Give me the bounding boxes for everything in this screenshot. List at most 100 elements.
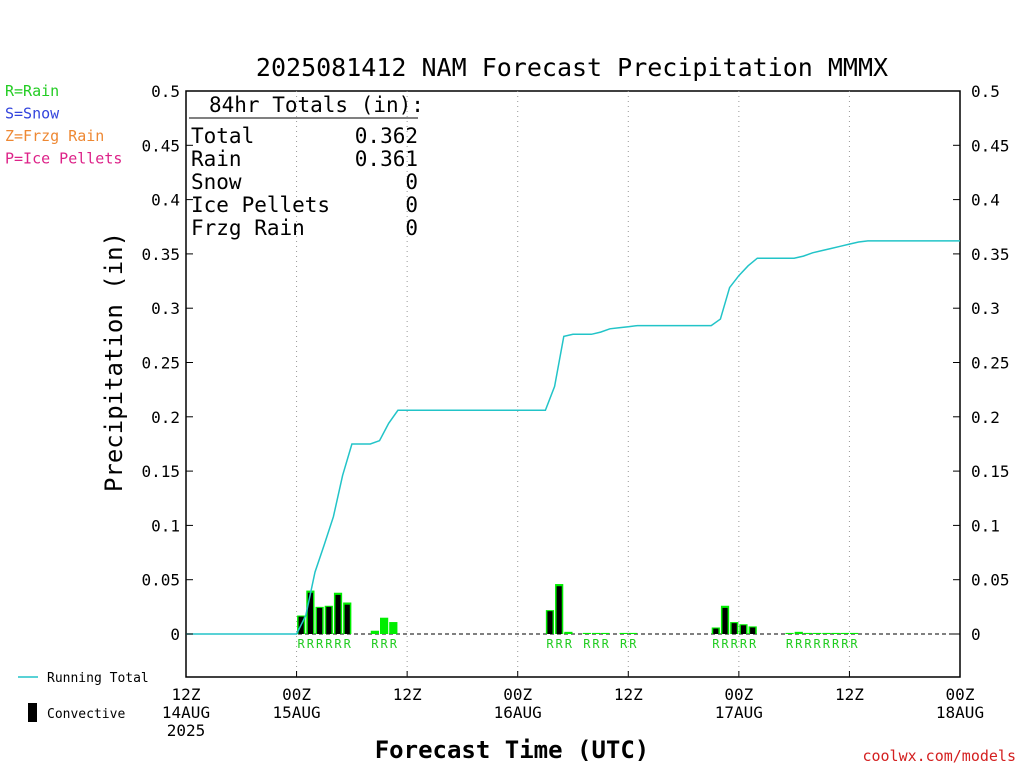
total-bar — [619, 632, 628, 634]
y-tick-label-right: 0.05 — [971, 571, 1010, 590]
total-bar — [813, 632, 822, 634]
precip-type-label: R — [298, 637, 306, 651]
x-axis-label: Forecast Time (UTC) — [375, 736, 650, 764]
y-tick-label-right: 0.3 — [971, 299, 1000, 318]
precip-type-label: R — [712, 637, 720, 651]
y-tick-label-right: 0.45 — [971, 136, 1010, 155]
total-bar — [582, 632, 591, 634]
total-bar — [389, 622, 398, 634]
precip-type-label: R — [307, 637, 315, 651]
y-tick-label-right: 0.25 — [971, 354, 1010, 373]
x-tick-label: 00Z — [503, 685, 532, 704]
totals-row-label: Frzg Rain — [191, 216, 305, 240]
credit-text: coolwx.com/models — [862, 747, 1016, 765]
precip-type-label: R — [583, 637, 591, 651]
convective-bar — [317, 607, 323, 634]
y-tick-label-left: 0.15 — [141, 462, 180, 481]
precip-type-label: R — [390, 637, 398, 651]
convective-bar — [307, 592, 313, 634]
totals-row-label: Total — [191, 124, 254, 148]
type-legend-entry: Z=Frzg Rain — [5, 127, 104, 145]
total-bar — [849, 632, 859, 634]
chart-title: 2025081412 NAM Forecast Precipitation MM… — [256, 53, 888, 82]
y-tick-label-left: 0.35 — [141, 245, 180, 264]
convective-bar — [722, 607, 728, 634]
precip-type-label: R — [344, 637, 352, 651]
x-tick-label: 12Z — [393, 685, 422, 704]
totals-row-value: 0.361 — [355, 147, 418, 171]
precip-type-label: R — [380, 637, 388, 651]
running-total-legend-label: Running Total — [47, 671, 149, 686]
precip-type-label: R — [832, 637, 840, 651]
type-legend-entry: R=Rain — [5, 82, 59, 100]
precip-type-label: R — [841, 637, 849, 651]
precip-type-label: R — [721, 637, 729, 651]
convective-legend-label: Convective — [47, 707, 125, 722]
precip-type-label: R — [556, 637, 564, 651]
totals-row-value: 0 — [405, 170, 418, 194]
y-tick-label-right: 0.1 — [971, 516, 1000, 535]
total-bar — [803, 632, 813, 634]
x-tick-label: 18AUG — [936, 703, 984, 722]
series-legend: Running Total Convective — [18, 671, 149, 722]
y-tick-label-left: 0 — [170, 625, 180, 644]
type-legend-entry: P=Ice Pellets — [5, 150, 122, 168]
convective-bar — [326, 606, 332, 634]
y-tick-label-right: 0.5 — [971, 82, 1000, 101]
convective-bar — [344, 604, 350, 634]
precip-type-label: R — [546, 637, 554, 651]
totals-row-label: Ice Pellets — [191, 193, 330, 217]
total-bar — [370, 630, 379, 634]
y-ticks-right: 0 0.05 0.1 0.15 0.2 0.25 0.3 0.35 0.4 0.45 0.5 — [953, 82, 1010, 644]
total-bar — [591, 632, 601, 634]
precip-type-label: R — [749, 637, 757, 651]
bars-group — [297, 584, 859, 634]
totals-heading: 84hr Totals (in): — [209, 93, 424, 117]
precip-type-label: R — [786, 637, 794, 651]
y-tick-label-left: 0.4 — [151, 191, 180, 210]
convective-bar — [740, 625, 747, 634]
convective-bar — [731, 623, 737, 634]
x-tick-label: 17AUG — [715, 703, 763, 722]
x-tick-label: 00Z — [946, 685, 975, 704]
grid-lines — [296, 91, 850, 677]
totals-box: 84hr Totals (in): Total 0.362 Rain 0.361 Snow… — [189, 93, 424, 240]
total-bar — [785, 632, 794, 634]
y-tick-label-right: 0.35 — [971, 245, 1010, 264]
precip-type-label: R — [731, 637, 739, 651]
plot-frame — [185, 90, 961, 678]
y-tick-label-right: 0.4 — [971, 191, 1000, 210]
y-axis-label: Precipitation (in) — [100, 232, 128, 492]
totals-row-value: 0.362 — [355, 124, 418, 148]
total-bar — [601, 632, 610, 634]
precip-type-label: R — [629, 637, 637, 651]
y-tick-label-right: 0.15 — [971, 462, 1010, 481]
precip-type-label: R — [795, 637, 803, 651]
x-tick-label: 2025 — [167, 721, 206, 740]
total-bar — [840, 632, 849, 634]
convective-swatch — [28, 703, 37, 722]
totals-row-value: 0 — [405, 216, 418, 240]
precip-type-label: R — [334, 637, 342, 651]
precip-type-label: R — [316, 637, 324, 651]
precip-type-label: R — [814, 637, 822, 651]
y-tick-label-left: 0.05 — [141, 571, 180, 590]
x-tick-label: 00Z — [724, 685, 753, 704]
precip-type-label: R — [565, 637, 573, 651]
type-legend: R=Rain S=Snow Z=Frzg Rain P=Ice Pellets — [5, 82, 122, 168]
totals-row-label: Rain — [191, 147, 242, 171]
x-tick-label: 15AUG — [272, 703, 320, 722]
total-bar — [831, 632, 840, 634]
precip-type-label: R — [740, 637, 748, 651]
convective-bar — [556, 586, 562, 634]
totals-row-label: Snow — [191, 170, 242, 194]
convective-bar — [750, 627, 756, 634]
precip-type-label: R — [602, 637, 610, 651]
total-bar — [822, 632, 831, 634]
y-tick-label-right: 0 — [971, 625, 981, 644]
total-bar — [564, 631, 573, 634]
